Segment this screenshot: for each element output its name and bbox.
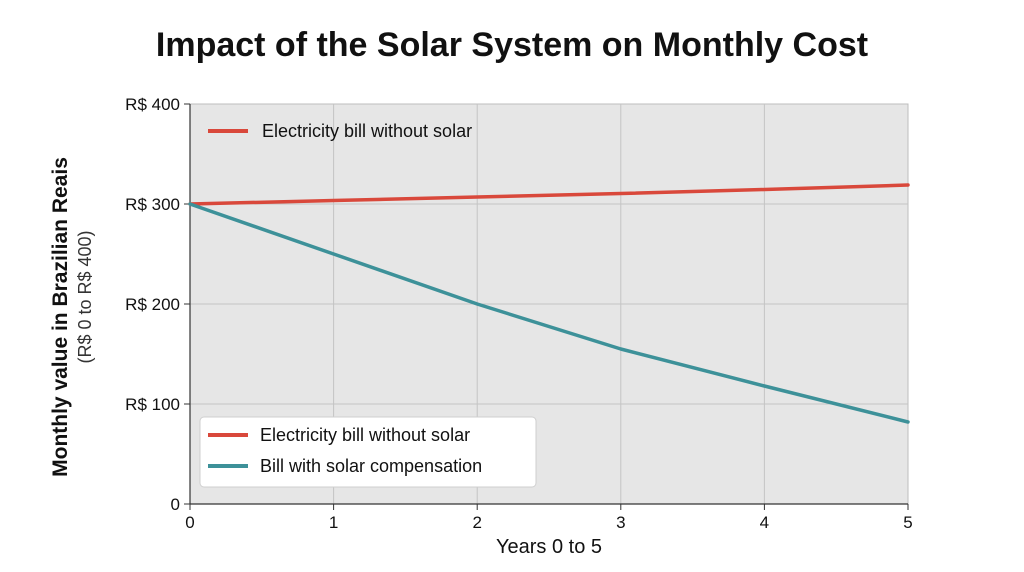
y-axis-title: Monthly value in Brazilian Reais [49, 157, 72, 477]
y-axis-subtitle: (R$ 0 to R$ 400) [75, 230, 95, 363]
y-tick-label: R$ 200 [125, 295, 180, 314]
legend-box [199, 416, 537, 488]
x-tick-label: 0 [185, 513, 194, 532]
chart-title: Impact of the Solar System on Monthly Co… [155, 26, 869, 64]
y-tick-label: 0 [171, 495, 180, 514]
x-axis-title: Years 0 to 5 [496, 536, 602, 558]
y-tick-label: R$ 400 [125, 95, 180, 114]
x-tick-labels: 0 1 2 3 4 5 [185, 504, 913, 532]
legends: Electricity bill without solar Electricit… [199, 121, 537, 488]
series-line-with-solar [188, 202, 910, 424]
series-line-without-solar [188, 183, 910, 206]
x-tick-label: 5 [903, 513, 912, 532]
x-tick-label: 4 [760, 513, 769, 532]
x-tick-label: 3 [616, 513, 625, 532]
x-tick-label: 2 [472, 513, 481, 532]
legend-label: Electricity bill without solar [262, 121, 472, 141]
y-tick-label: R$ 300 [125, 195, 180, 214]
legend-label: Bill with solar compensation [260, 456, 482, 476]
y-tick-label: R$ 100 [125, 395, 180, 414]
series-lines [188, 183, 910, 424]
y-tick-labels: 0 R$ 100 R$ 200 R$ 300 R$ 400 [125, 95, 190, 514]
x-tick-label: 1 [329, 513, 338, 532]
legend-label: Electricity bill without solar [260, 425, 470, 445]
